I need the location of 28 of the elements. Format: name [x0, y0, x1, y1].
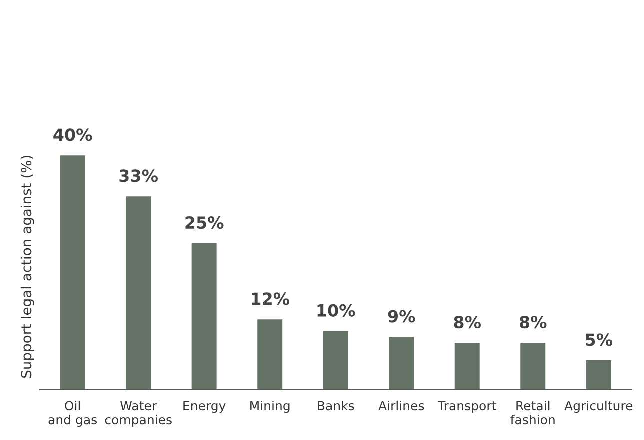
bar — [323, 331, 348, 390]
x-tick-label: Energy — [184, 401, 226, 414]
data-label: 5% — [586, 334, 612, 346]
x-tick-label: Oil and gas — [48, 400, 97, 428]
data-label: 40% — [54, 128, 92, 142]
data-label: 25% — [186, 216, 224, 230]
x-tick-label: Transport — [438, 401, 496, 414]
data-label: 10% — [318, 304, 356, 317]
bar — [126, 196, 152, 390]
bar — [586, 360, 612, 390]
x-tick-label: Airlines — [378, 400, 424, 411]
bar — [192, 243, 217, 390]
x-tick-label: Retail fashion — [510, 400, 555, 425]
bar — [60, 156, 86, 390]
bar — [520, 342, 546, 390]
data-label: 9% — [388, 310, 416, 323]
data-label: 8% — [520, 316, 547, 329]
data-label: 12% — [252, 292, 290, 306]
data-label: 33% — [120, 170, 158, 182]
data-label: 8% — [454, 316, 481, 329]
bar — [258, 320, 283, 390]
x-tick-label: Banks — [318, 400, 354, 411]
x-tick-label: Agriculture — [564, 400, 633, 414]
y-axis-title: Support legal action against (%) — [20, 156, 34, 378]
bar — [454, 342, 480, 390]
bar — [389, 337, 414, 390]
x-tick-label: Water companies — [105, 401, 172, 428]
x-tick-label: Mining — [250, 400, 290, 414]
